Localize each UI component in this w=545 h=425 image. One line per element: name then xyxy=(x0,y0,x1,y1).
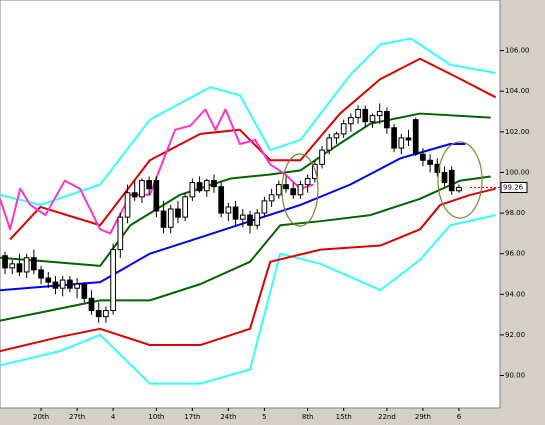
candle-body xyxy=(376,111,383,117)
candle-body xyxy=(52,281,59,289)
candle-body xyxy=(211,180,217,188)
candle-body xyxy=(398,137,405,149)
candle-body xyxy=(420,153,426,161)
candle-body xyxy=(2,255,8,269)
candle-body xyxy=(340,123,347,135)
candle-body xyxy=(124,192,131,218)
indicator-line xyxy=(0,108,314,235)
candle-body xyxy=(391,127,397,149)
candle-body xyxy=(362,109,369,123)
candle-body xyxy=(131,192,138,198)
y-tick-label: 92.00 xyxy=(505,331,525,339)
candle-body xyxy=(153,180,160,212)
candle-body xyxy=(448,169,455,192)
candle-body xyxy=(247,214,253,226)
plot xyxy=(0,37,500,385)
candle-body xyxy=(304,178,311,186)
indicator-line xyxy=(0,143,466,292)
candle-body xyxy=(38,269,44,279)
candle-body xyxy=(412,119,419,155)
x-tick-label: 4 xyxy=(111,413,116,421)
candle-body xyxy=(182,196,188,218)
candle-body xyxy=(67,279,73,289)
x-tick-label: 29th xyxy=(415,413,431,421)
candle-body xyxy=(369,115,376,123)
y-tick-label: 102.00 xyxy=(505,128,530,136)
candle-body xyxy=(16,263,23,273)
candle-body xyxy=(203,180,210,192)
x-tick-label: 22nd xyxy=(378,413,396,421)
candle-body xyxy=(167,208,174,228)
candle-body xyxy=(297,184,304,196)
x-tick-label: 27th xyxy=(69,413,85,421)
last-price-tag xyxy=(500,181,528,193)
candle-body xyxy=(160,210,167,228)
candle-body xyxy=(441,171,448,184)
candle-body xyxy=(146,180,152,190)
candle-body xyxy=(110,249,116,312)
candle-body xyxy=(175,208,181,218)
candle-body xyxy=(23,257,30,273)
candle-body xyxy=(268,194,275,202)
x-tick-label: 10th xyxy=(148,413,164,421)
x-tick-label: 5 xyxy=(262,413,266,421)
candle-body xyxy=(456,186,462,192)
y-tick-label: 96.00 xyxy=(505,250,525,258)
indicator-line xyxy=(0,214,496,385)
candle-body xyxy=(239,214,246,220)
y-tick-label: 106.00 xyxy=(505,47,530,55)
last-price-label: 99.26 xyxy=(503,183,524,191)
x-tick-label: 20th xyxy=(33,413,49,421)
y-tick-label: 94.00 xyxy=(505,290,525,298)
candle-body xyxy=(283,184,289,190)
candle-body xyxy=(254,212,261,226)
candle-body xyxy=(319,149,325,165)
highlight-ellipse xyxy=(437,141,483,219)
candle-body xyxy=(31,257,37,271)
candle-body xyxy=(103,310,109,318)
candle-body xyxy=(218,186,225,214)
candle-body xyxy=(384,111,390,129)
x-tick-label: 8th xyxy=(302,413,314,421)
candle-body xyxy=(405,137,412,141)
y-tick-label: 98.00 xyxy=(505,209,525,217)
candle-body xyxy=(88,297,95,312)
indicator-line xyxy=(0,37,496,206)
candle-body xyxy=(275,184,282,196)
candle-body xyxy=(232,206,239,220)
indicator-line xyxy=(0,187,496,353)
indicator-line xyxy=(9,57,497,241)
candle-body xyxy=(95,310,102,318)
candle-body xyxy=(74,283,80,289)
candle-body xyxy=(290,188,297,196)
candle-body xyxy=(139,180,145,198)
candle-body xyxy=(117,216,124,251)
x-tick-label: 24th xyxy=(220,413,236,421)
plot-area xyxy=(0,0,501,409)
y-tick-label: 104.00 xyxy=(505,87,530,95)
candle-body xyxy=(59,279,66,289)
candle-body xyxy=(196,182,203,192)
x-tick-label: 6 xyxy=(457,413,462,421)
indicator-line xyxy=(0,112,491,267)
candle-body xyxy=(189,182,196,198)
candle-body xyxy=(326,137,333,151)
y-tick-label: 90.00 xyxy=(505,372,525,380)
x-tick-label: 15th xyxy=(336,413,352,421)
candle-body xyxy=(427,159,433,165)
candle-body xyxy=(355,109,361,119)
candle-body xyxy=(333,133,340,139)
candle-body xyxy=(9,263,16,269)
candle-body xyxy=(45,277,52,283)
candle-body xyxy=(434,163,441,173)
y-tick-label: 100.00 xyxy=(505,168,530,176)
candle-body xyxy=(225,206,232,214)
candle-body xyxy=(348,117,354,125)
highlight-ellipse xyxy=(281,153,319,227)
candle-body xyxy=(81,283,88,299)
x-tick-label: 17th xyxy=(184,413,200,421)
candle-body xyxy=(261,200,268,214)
